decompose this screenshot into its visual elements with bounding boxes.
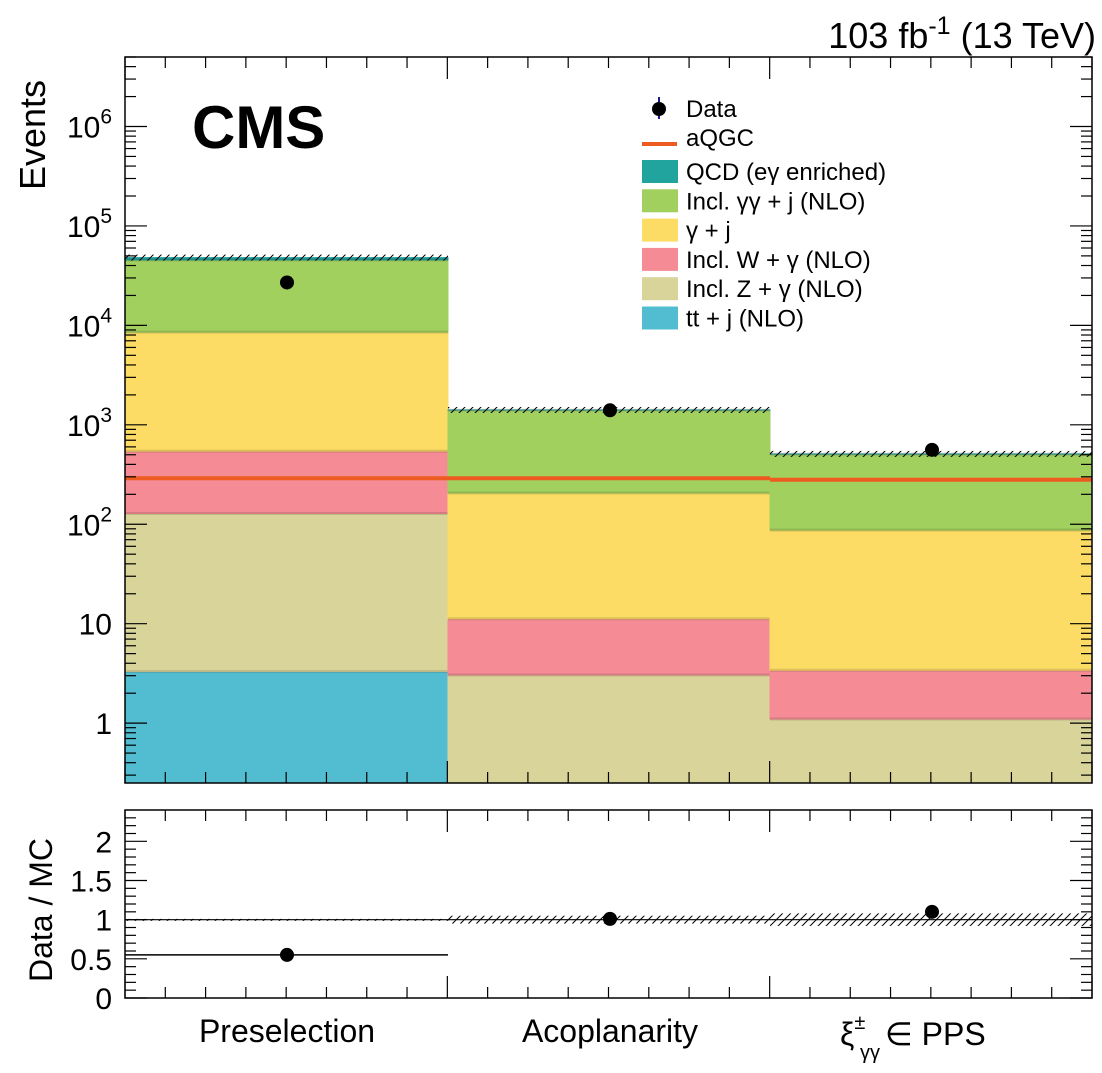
lumi-label: 103 fb-1 (13 TeV) [828, 12, 1096, 56]
ratio-y-tick-label: 1.5 [70, 866, 112, 899]
bar--j-pps [769, 529, 1093, 671]
legend-swatch [642, 160, 678, 183]
ratio-axes [124, 810, 1093, 999]
ratio-y-axis-label: Data / MC [23, 838, 59, 982]
y-tick-label: 10 [79, 609, 112, 642]
bar-incl-z-nlo--preselection [124, 512, 449, 673]
mc-uncertainty-hatch [125, 254, 448, 261]
data-point-pps [925, 442, 939, 457]
ratio-y-tick-label: 2 [95, 826, 112, 859]
legend-swatch [642, 306, 678, 330]
y-tick-label: 106 [67, 106, 112, 145]
bar-incl-j-nlo--preselection [124, 259, 449, 333]
main-y-tick-labels: 1 10 102 103 104 105 106 [67, 106, 112, 742]
legend-label: Incl. W + γ (NLO) [686, 247, 871, 274]
ratio-y-tick-label: 0 [95, 983, 112, 1016]
legend-label: tt + j (NLO) [686, 306, 804, 333]
legend: Data aQGC QCD (eγ enriched)Incl. γγ + j … [642, 96, 886, 333]
legend-swatch [642, 189, 678, 213]
ratio-y-tick-labels: 0 0.5 1 1.5 2 [70, 826, 112, 1016]
data-points-layer [280, 275, 939, 457]
bar-incl-j-nlo--pps [769, 453, 1093, 531]
legend-label: QCD (eγ enriched) [686, 159, 886, 186]
legend-label: Incl. γγ + j (NLO) [686, 188, 865, 215]
ratio-y-tick-label: 1 [95, 905, 112, 938]
legend-swatch [642, 247, 678, 271]
bar--j-acoplanarity [447, 492, 771, 620]
y-tick-label: 104 [67, 304, 112, 343]
data-point-preselection [280, 275, 294, 290]
legend-stack-entries: QCD (eγ enriched)Incl. γγ + j (NLO) γ + j… [642, 159, 886, 333]
x-label-preselection: Preselection [199, 1013, 375, 1049]
x-label-pps: ξ± γγ ∈ PPS [840, 1012, 986, 1064]
aqgc-line-layer [125, 476, 1092, 482]
legend-data-marker [652, 102, 666, 116]
ratio-point-pps [925, 904, 939, 919]
ratio-frame [124, 809, 1093, 999]
bar-tt-j-nlo--preselection [124, 671, 449, 784]
main-axes [124, 56, 1093, 783]
legend-label: γ + j [686, 218, 731, 245]
ratio-y-tick-label: 0.5 [70, 944, 112, 977]
stack-layer [124, 257, 1093, 784]
main-y-axis-label: Events [12, 80, 53, 190]
y-tick-label: 105 [67, 205, 112, 244]
legend-data-label: Data [686, 96, 737, 123]
legend-label: Incl. Z + γ (NLO) [686, 276, 863, 303]
data-point-acoplanarity [603, 403, 617, 418]
cms-label: CMS [192, 94, 325, 161]
y-tick-label: 103 [67, 404, 112, 443]
bar-incl-w-nlo--preselection [124, 450, 449, 514]
legend-swatch [642, 218, 678, 242]
main-frame [124, 56, 1093, 784]
bar-incl-j-nlo--acoplanarity [447, 409, 771, 494]
ratio-point-acoplanarity [603, 911, 617, 926]
ratio-points-layer [125, 904, 939, 962]
bar-incl-w-nlo--pps [769, 669, 1093, 720]
legend-swatch [642, 277, 678, 301]
ratio-panel: 0 0.5 1 1.5 2 Data / MC Preselection Acoplan… [23, 809, 1093, 1064]
legend-aqgc: aQGC [642, 125, 754, 152]
bar-incl-w-nlo--acoplanarity [447, 618, 771, 676]
bar-incl-z-nlo--acoplanarity [447, 674, 771, 784]
bar--j-preselection [124, 331, 449, 452]
y-tick-label: 1 [95, 708, 112, 741]
legend-aqgc-label: aQGC [686, 125, 754, 152]
main-panel: 1 10 102 103 104 105 106 Events CMS Data aQGC … [12, 56, 1093, 784]
y-tick-label: 102 [67, 503, 112, 542]
legend-data: Data [652, 96, 737, 123]
x-label-acoplanarity: Acoplanarity [522, 1013, 698, 1049]
ratio-point-preselection [280, 947, 294, 962]
